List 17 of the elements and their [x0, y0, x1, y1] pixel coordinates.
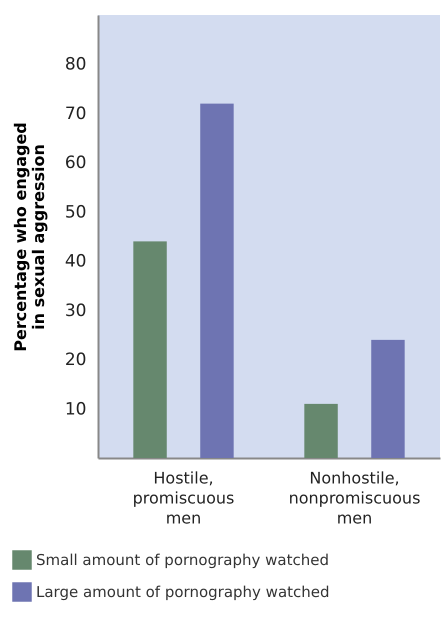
y-tick-label: 20 — [64, 350, 86, 370]
bar — [371, 340, 405, 458]
bar — [133, 241, 167, 458]
y-tick-label: 10 — [64, 399, 86, 420]
y-tick-label: 30 — [64, 300, 86, 321]
y-tick-label: 70 — [64, 104, 86, 124]
y-tick-label: 80 — [64, 54, 86, 75]
y-tick-label: 60 — [64, 153, 86, 174]
legend-label: Large amount of pornography watched — [36, 583, 330, 601]
y-tick-label: 40 — [64, 252, 86, 272]
x-tick-label: Hostile, promiscuous men — [132, 468, 234, 528]
y-tick-label: 50 — [64, 202, 86, 222]
legend-label: Small amount of pornography watched — [36, 551, 329, 569]
y-axis-title: Percentage who engaged in sexual aggression — [10, 122, 48, 352]
bar — [304, 404, 338, 458]
x-tick-label: Nonhostile, nonpromiscuous men — [288, 468, 420, 528]
bar — [200, 104, 234, 458]
